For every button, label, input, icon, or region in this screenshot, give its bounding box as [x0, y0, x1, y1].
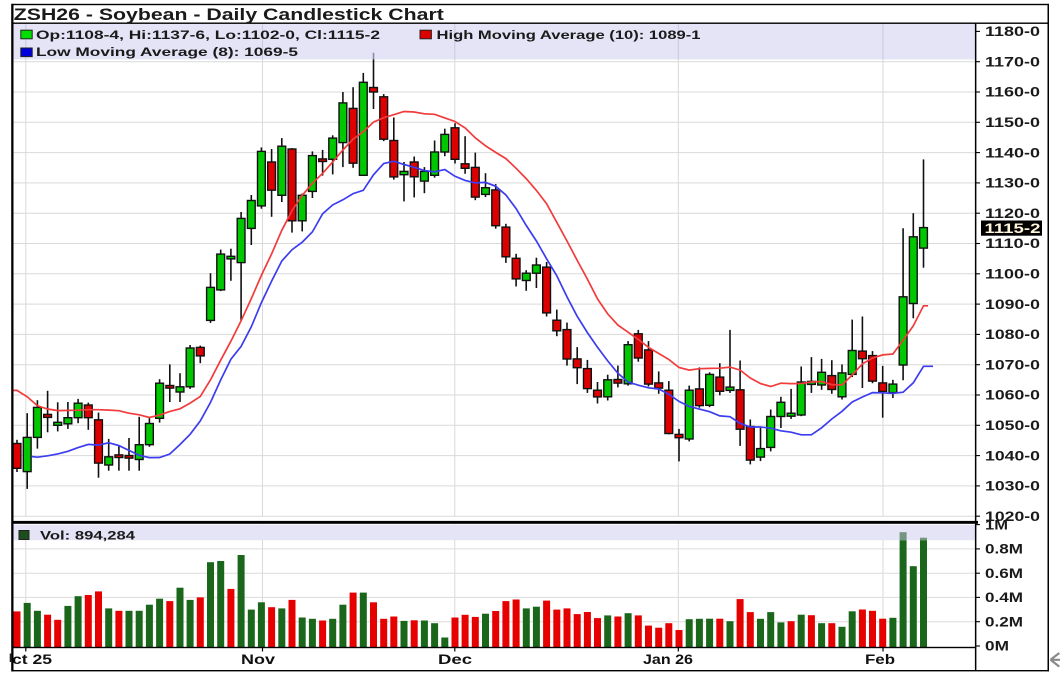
- svg-text:Nov: Nov: [241, 651, 275, 667]
- svg-text:ct 25: ct 25: [12, 651, 52, 667]
- svg-text:1100-0: 1100-0: [985, 267, 1040, 282]
- svg-text:1030-0: 1030-0: [985, 479, 1040, 494]
- svg-text:1060-0: 1060-0: [985, 388, 1040, 403]
- svg-text:1080-0: 1080-0: [985, 327, 1040, 342]
- svg-text:High Moving Average (10): 1089: High Moving Average (10): 1089-1: [437, 28, 701, 42]
- svg-text:1050-0: 1050-0: [985, 418, 1040, 433]
- svg-text:ZSH26 - Soybean - Daily Candle: ZSH26 - Soybean - Daily Candlestick Char…: [14, 6, 445, 24]
- svg-text:0.6M: 0.6M: [985, 566, 1023, 581]
- svg-text:1090-0: 1090-0: [985, 297, 1040, 312]
- svg-text:Vol: 894,284: Vol: 894,284: [40, 528, 135, 542]
- svg-text:1115-2: 1115-2: [985, 221, 1041, 236]
- svg-text:1180-0: 1180-0: [985, 24, 1040, 39]
- svg-text:Feb: Feb: [865, 651, 895, 667]
- svg-text:Low Moving Average (8): 1069-5: Low Moving Average (8): 1069-5: [36, 45, 298, 59]
- svg-text:1040-0: 1040-0: [985, 448, 1040, 463]
- svg-text:1150-0: 1150-0: [985, 115, 1040, 130]
- svg-text:Op:1108-4, Hi:1137-6, Lo:1102-: Op:1108-4, Hi:1137-6, Lo:1102-0, Cl:1115…: [36, 28, 380, 42]
- svg-text:0M: 0M: [985, 639, 1009, 654]
- svg-text:1160-0: 1160-0: [985, 85, 1040, 100]
- svg-text:0.8M: 0.8M: [985, 542, 1023, 557]
- svg-text:1140-0: 1140-0: [985, 145, 1040, 160]
- svg-text:1020-0: 1020-0: [985, 509, 1040, 524]
- svg-text:0.2M: 0.2M: [985, 614, 1023, 629]
- svg-text:Dec: Dec: [438, 651, 472, 667]
- svg-text:1120-0: 1120-0: [985, 206, 1040, 221]
- svg-text:1170-0: 1170-0: [985, 54, 1040, 69]
- svg-text:Jan 26: Jan 26: [643, 651, 693, 667]
- svg-text:1110-0: 1110-0: [985, 236, 1040, 251]
- svg-text:1M: 1M: [985, 517, 1008, 532]
- svg-text:1070-0: 1070-0: [985, 357, 1040, 372]
- svg-text:1130-0: 1130-0: [985, 176, 1040, 191]
- svg-text:0.4M: 0.4M: [985, 590, 1023, 605]
